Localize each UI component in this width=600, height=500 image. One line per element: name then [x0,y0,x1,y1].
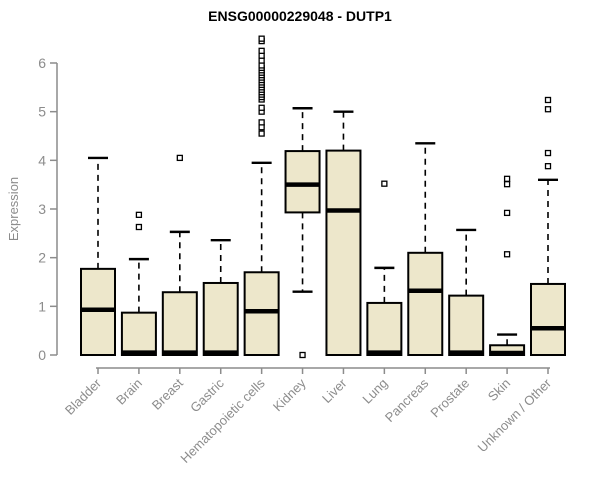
box-liver [325,110,362,356]
box-pancreas [407,142,444,356]
box-gastric [202,238,239,356]
x-axis-category-label: Unknown / Other [475,375,555,455]
outlier-point [381,180,388,187]
x-axis-category-label: Breast [149,375,186,412]
y-axis-tick-label: 5 [38,104,46,120]
x-axis-category-label: Brain [113,376,145,408]
x-axis-category-label: Prostate [427,376,472,421]
box-skin [489,175,526,357]
outlier-point [503,175,511,182]
outlier-point [544,106,552,113]
iqr-box [243,271,280,357]
outlier-point [176,154,183,162]
iqr-box [161,291,198,357]
box-hematopoietic-cells [243,35,280,357]
iqr-box [407,251,444,356]
outlier-point [258,130,265,137]
iqr-box [448,294,485,356]
outlier-point [299,351,306,359]
x-axis-category-label: Kidney [270,375,309,414]
outlier-point [544,149,552,157]
x-axis-category-label: Lung [359,376,390,407]
y-axis-tick-label: 3 [38,201,46,217]
iqr-box [284,150,321,214]
outlier-point [503,251,511,258]
outlier-point [135,223,143,231]
outlier-point [258,104,265,111]
x-axis-category-label: Liver [319,375,350,406]
y-axis: 0 1 2 3 4 5 6 [38,55,58,363]
outlier-point [503,181,511,188]
outlier-point [258,47,265,54]
outlier-point [258,35,265,42]
y-axis-tick-label: 4 [38,152,46,168]
y-axis-tick-label: 0 [38,347,46,363]
box-prostate [448,228,485,356]
iqr-box [366,301,403,356]
outlier-point [135,211,143,218]
x-axis-category-label: Gastric [187,375,227,415]
outlier-point [544,163,552,170]
iqr-box [202,281,239,356]
chart-title: ENSG00000229048 - DUTP1 [208,8,392,24]
box-breast [161,154,198,357]
iqr-box [530,282,566,356]
outlier-point [258,119,265,126]
box-bladder [80,156,116,356]
x-axis-category-label: Bladder [62,375,105,418]
box-brain [120,211,157,356]
y-axis-tick-label: 1 [38,298,46,314]
iqr-box [325,149,362,356]
outlier-point [503,209,511,217]
iqr-box [120,311,157,356]
box-kidney [284,107,321,359]
box-lung [366,180,403,356]
outlier-point [544,96,552,104]
box-unknown-other [530,96,566,356]
y-axis-tick-label: 2 [38,250,46,266]
x-axis-category-label: Pancreas [382,375,432,425]
y-axis-tick-label: 6 [38,55,46,71]
x-axis-category-label: Skin [485,376,513,404]
